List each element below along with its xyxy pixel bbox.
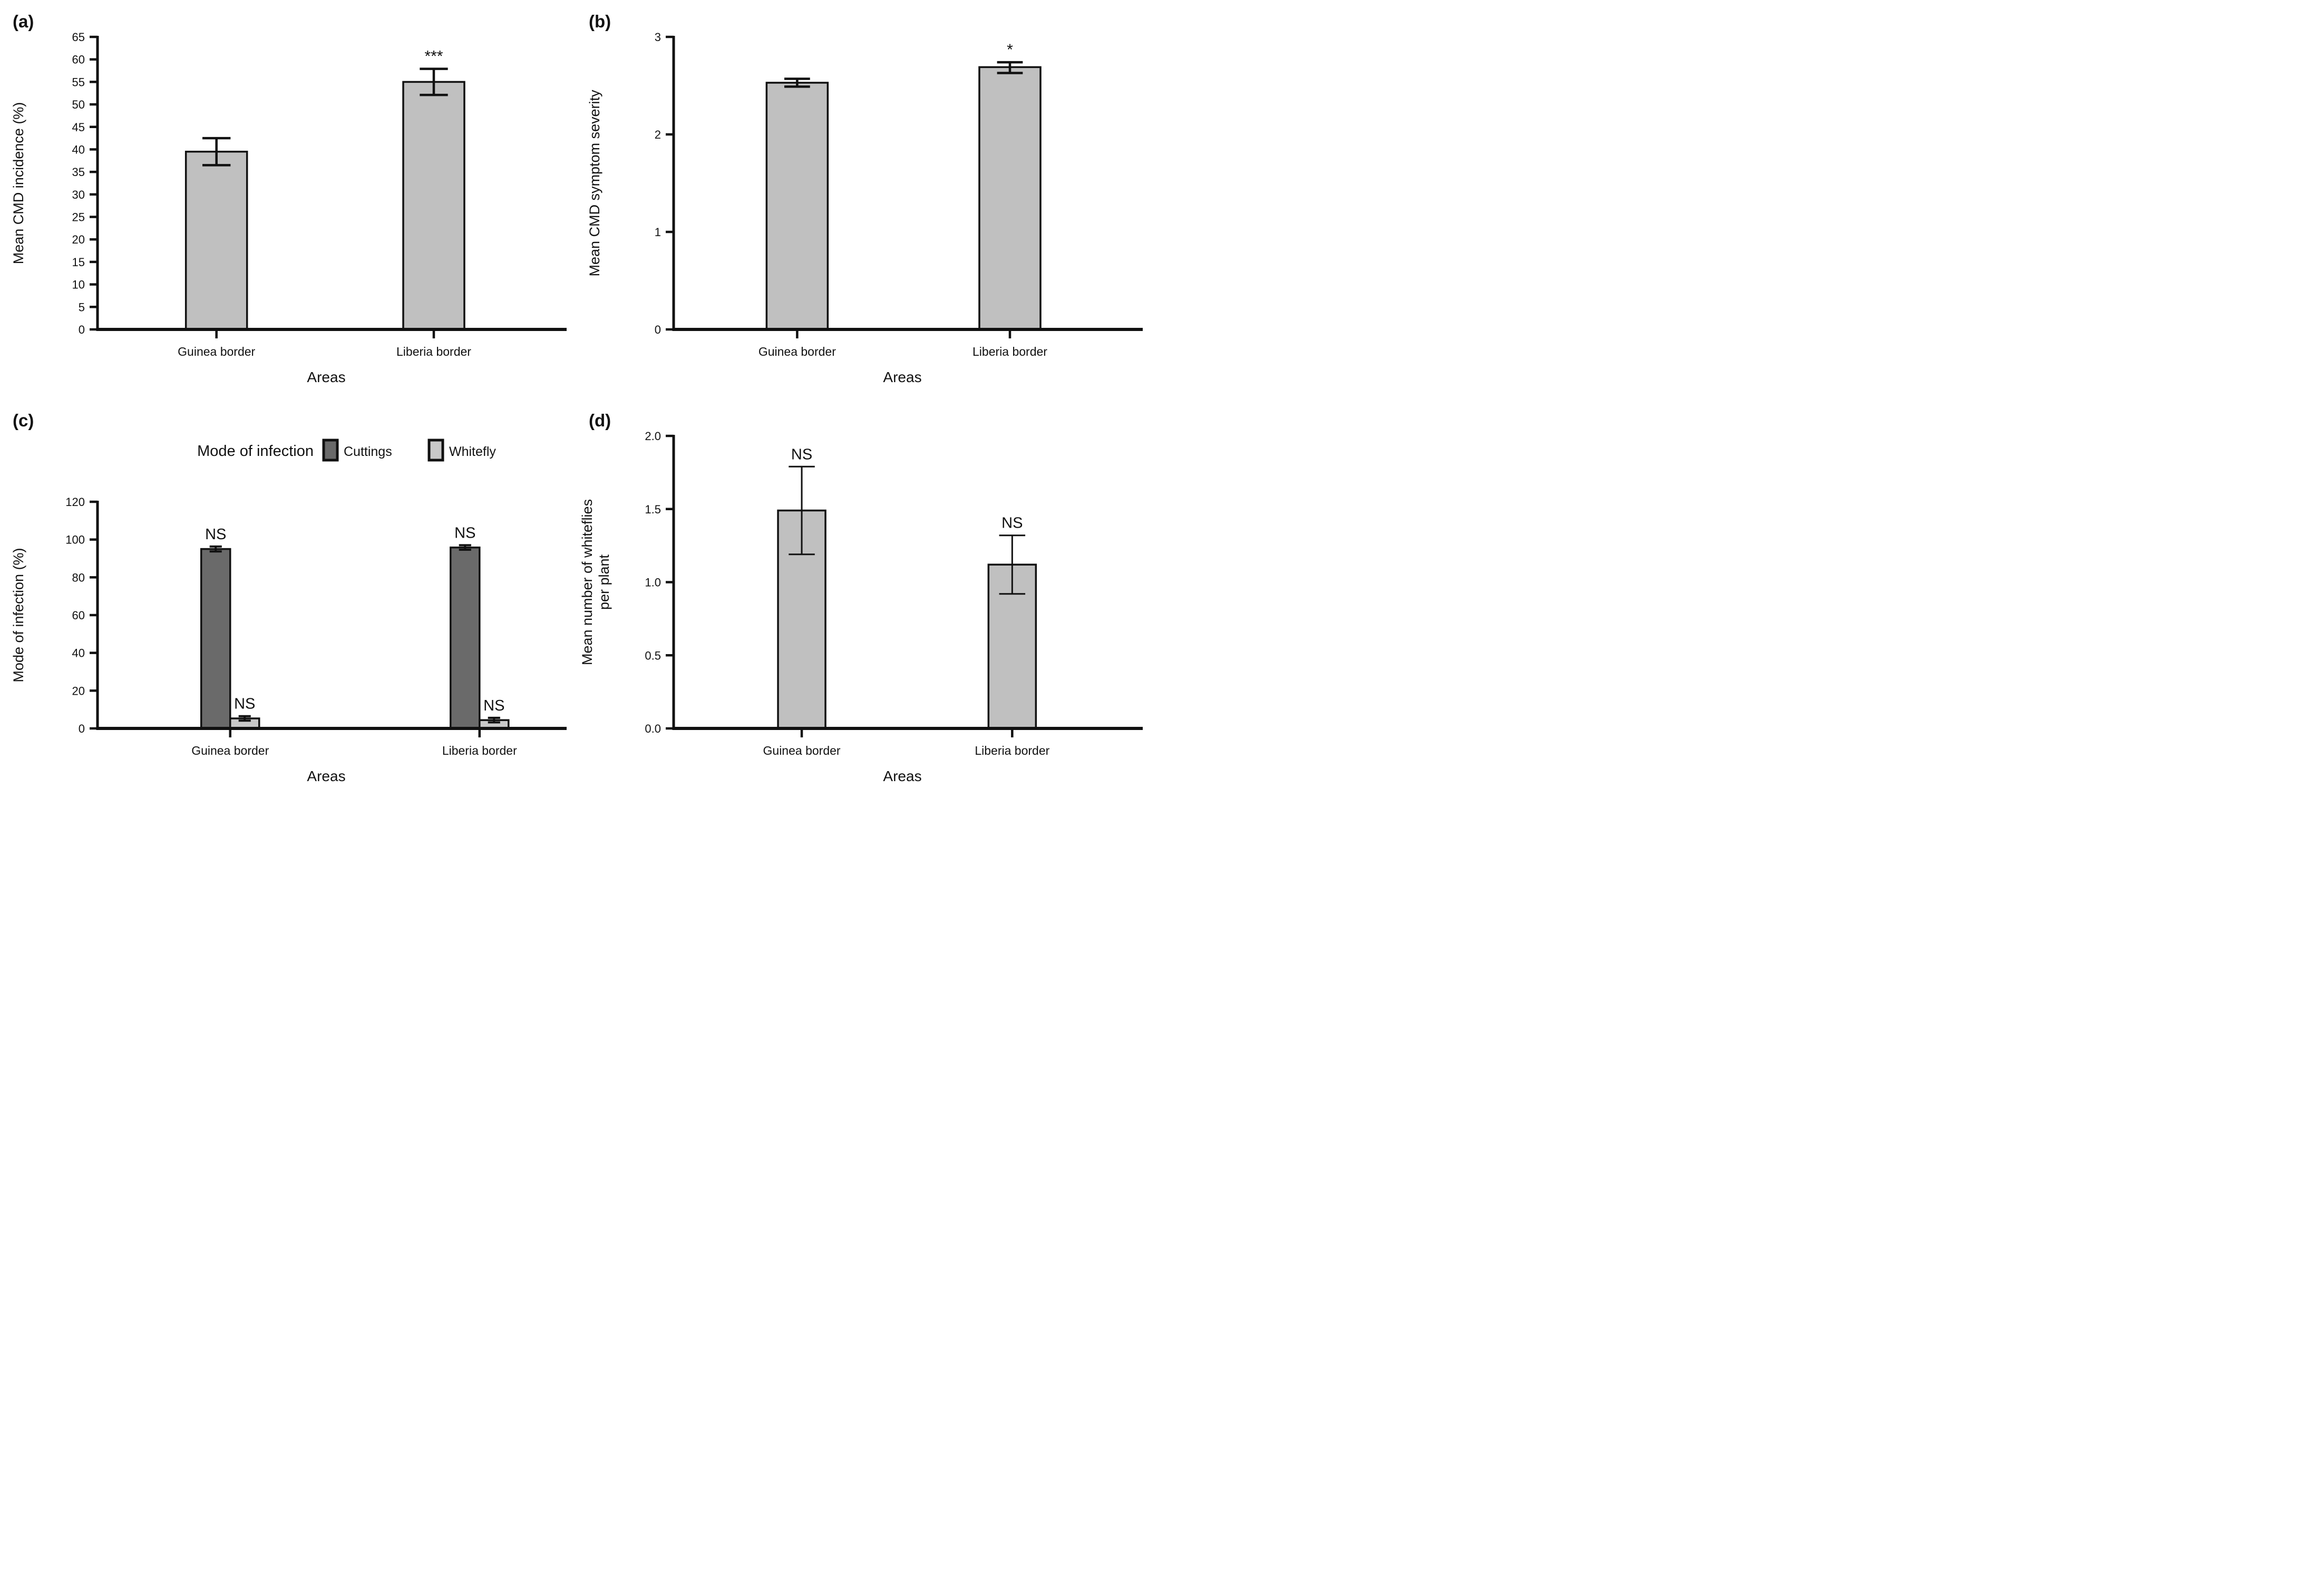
significance-label: NS xyxy=(791,446,812,463)
x-axis-title: Areas xyxy=(883,369,921,385)
y-tick-label: 45 xyxy=(72,121,85,134)
panel-c: (c) Mode of infection Cuttings Whitefly NS NS… xyxy=(0,399,576,798)
panel-tag: (a) xyxy=(13,12,34,31)
panel-tag: (d) xyxy=(589,411,611,430)
y-axis-title: Mean number of whiteflies xyxy=(579,499,595,665)
category-label: Liberia border xyxy=(442,744,517,757)
y-tick-label: 3 xyxy=(655,31,661,44)
four-panel-bar-figure: (a) *** 0 5 10 15 20 25 30 35 40 45 50 55 60 65 Guinea b… xyxy=(0,0,1152,798)
y-tick-label: 30 xyxy=(72,188,85,201)
category-label: Guinea border xyxy=(763,744,841,757)
y-tick-label: 1.5 xyxy=(645,503,661,516)
y-tick-label: 5 xyxy=(79,300,85,314)
bar xyxy=(765,82,829,330)
chart-b-svg: (b) * 0 1 2 3 Guinea border Liberia border Areas… xyxy=(587,12,1143,385)
category-label: Guinea border xyxy=(178,345,255,358)
y-tick-label: 0 xyxy=(79,722,85,735)
y-tick-label: 25 xyxy=(72,211,85,224)
x-axis-title: Areas xyxy=(307,768,345,784)
legend-title: Mode of infection xyxy=(197,443,314,460)
y-tick-label: 120 xyxy=(65,495,85,509)
y-tick-label: 0.0 xyxy=(645,722,661,735)
significance-label: NS xyxy=(454,524,475,541)
y-axis-title: per plant xyxy=(596,554,612,610)
legend-label-whitefly: Whitefly xyxy=(449,444,496,459)
chart-c-svg: (c) Mode of infection Cuttings Whitefly NS NS… xyxy=(11,411,567,784)
category-label: Liberia border xyxy=(972,345,1047,358)
panel-tag: (b) xyxy=(589,12,611,31)
x-axis-title: Areas xyxy=(883,768,921,784)
y-axis-title: Mean CMD symptom severity xyxy=(587,90,602,277)
y-tick-label: 40 xyxy=(72,647,85,660)
significance-label: NS xyxy=(483,697,504,714)
x-axis-title: Areas xyxy=(307,369,345,385)
y-tick-label: 40 xyxy=(72,143,85,156)
y-tick-label: 0 xyxy=(655,323,661,336)
bar xyxy=(200,548,231,729)
y-axis-title: Mean CMD incidence (%) xyxy=(11,102,26,265)
legend-swatch-cuttings xyxy=(322,439,339,462)
panel-d: (d) NS NS 0.0 0.5 1.0 1.5 2.0 Guinea border Liber… xyxy=(576,399,1152,798)
y-tick-label: 50 xyxy=(72,98,85,111)
bar xyxy=(978,66,1042,330)
significance-label: * xyxy=(1007,41,1013,59)
significance-label: NS xyxy=(1001,515,1023,532)
legend-label-cuttings: Cuttings xyxy=(344,444,392,459)
y-tick-label: 100 xyxy=(65,533,85,547)
y-tick-label: 20 xyxy=(72,684,85,697)
y-tick-label: 65 xyxy=(72,31,85,44)
y-tick-label: 0 xyxy=(79,323,85,336)
significance-label: *** xyxy=(424,48,443,65)
chart-a-svg: (a) *** 0 5 10 15 20 25 30 35 40 45 50 55 60 65 Guinea b… xyxy=(11,12,567,385)
y-tick-label: 20 xyxy=(72,233,85,246)
legend-swatch-whitefly xyxy=(427,439,444,462)
y-tick-label: 60 xyxy=(72,53,85,66)
significance-label: NS xyxy=(234,696,255,713)
y-tick-label: 10 xyxy=(72,278,85,291)
y-tick-label: 60 xyxy=(72,609,85,622)
y-tick-label: 80 xyxy=(72,571,85,584)
y-tick-label: 2 xyxy=(655,128,661,141)
y-tick-label: 55 xyxy=(72,75,85,89)
bar xyxy=(450,546,481,729)
y-tick-label: 2.0 xyxy=(645,430,661,443)
category-label: Liberia border xyxy=(396,345,471,358)
y-tick-label: 1 xyxy=(655,226,661,239)
panel-a: (a) *** 0 5 10 15 20 25 30 35 40 45 50 55 60 65 Guinea b… xyxy=(0,0,576,399)
y-tick-label: 1.0 xyxy=(645,576,661,589)
category-label: Guinea border xyxy=(191,744,269,757)
y-tick-label: 35 xyxy=(72,166,85,179)
bar xyxy=(402,81,465,330)
chart-d-svg: (d) NS NS 0.0 0.5 1.0 1.5 2.0 Guinea border Liber… xyxy=(579,411,1143,784)
y-axis-title: Mode of infection (%) xyxy=(11,548,26,682)
panel-b: (b) * 0 1 2 3 Guinea border Liberia border Areas… xyxy=(576,0,1152,399)
panel-tag: (c) xyxy=(13,411,34,430)
y-tick-label: 0.5 xyxy=(645,649,661,662)
y-tick-label: 15 xyxy=(72,256,85,269)
bar xyxy=(184,150,248,330)
category-label: Guinea border xyxy=(758,345,836,358)
category-label: Liberia border xyxy=(975,744,1049,757)
significance-label: NS xyxy=(205,526,226,543)
